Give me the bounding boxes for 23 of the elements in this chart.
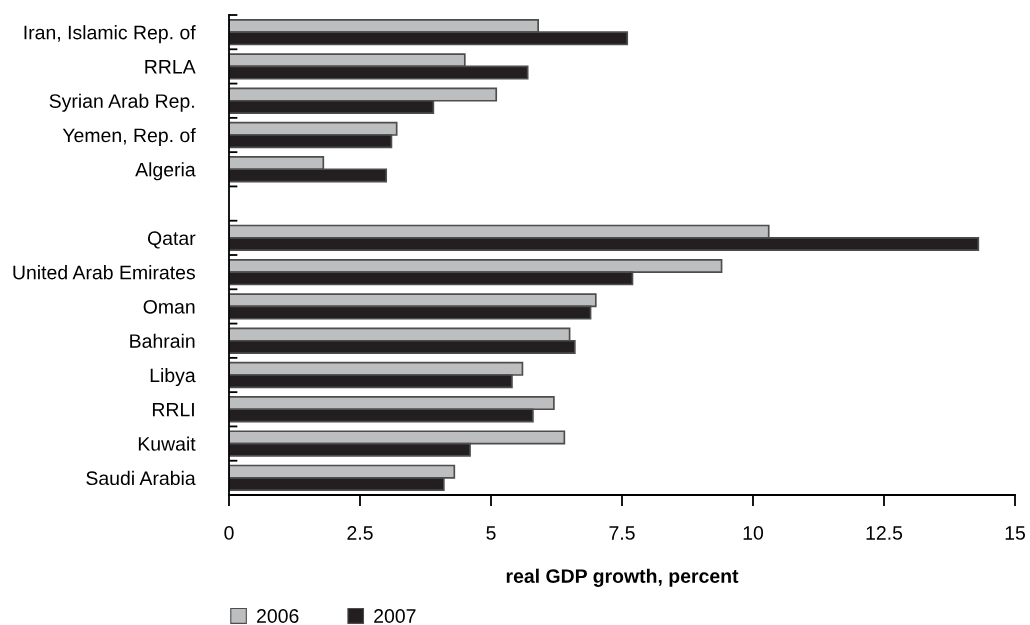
y-tick-label: Yemen, Rep. of (62, 127, 196, 147)
y-tick-label: RRLA (145, 60, 196, 74)
x-axis-title: real GDP growth, percent (506, 568, 739, 587)
x-tick-label: 2.5 (347, 526, 373, 540)
y-tick-label: RRLI (152, 402, 194, 417)
x-tick-label: 7.5 (609, 526, 635, 540)
y-tick-label: Libya (150, 367, 196, 387)
x-tick-label: 5 (486, 526, 496, 540)
y-tick-label: Qatar (147, 231, 196, 249)
x-tick-label: 12.5 (866, 526, 903, 540)
y-tick-label: Iran, Islamic Rep. of (24, 25, 196, 44)
x-tick-label: 15 (1005, 526, 1025, 540)
y-tick-label: United Arab Emirates (13, 265, 195, 280)
y-tick-label: Bahrain (130, 333, 195, 348)
legend-label: 2007 (374, 609, 416, 623)
y-tick-label: Algeria (135, 162, 196, 181)
x-tick-label: 0 (224, 526, 234, 540)
y-tick-label: Kuwait (138, 436, 196, 451)
y-tick-label: Oman (143, 299, 195, 314)
y-tick-label: Syrian Arab Rep. (49, 93, 194, 112)
y-tick-label: Saudi Arabia (86, 470, 196, 486)
x-tick-label: 10 (743, 526, 764, 540)
legend-label: 2006 (257, 609, 299, 623)
